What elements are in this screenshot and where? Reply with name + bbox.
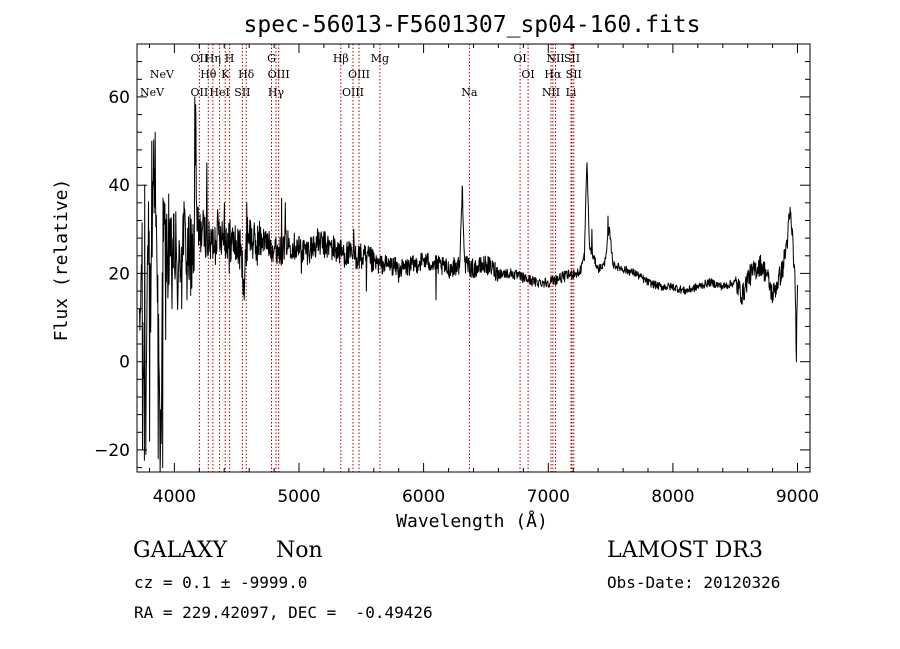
object-subclass: Non [276, 538, 323, 563]
line-label: OIII [348, 68, 370, 81]
line-label: OIII [342, 86, 364, 99]
line-label: OIII [268, 68, 290, 81]
line-label: G [267, 52, 276, 65]
line-label: Hδ [238, 68, 255, 81]
x-axis-label: Wavelength (Å) [396, 510, 548, 532]
survey-name: LAMOST DR3 [607, 538, 763, 563]
line-label: Hβ [333, 52, 349, 65]
line-label: OII [191, 52, 209, 65]
line-label: Na [461, 86, 478, 99]
x-tick-label: 8000 [651, 487, 694, 507]
line-label: SII [234, 86, 250, 99]
x-tick-label: 4000 [153, 487, 196, 507]
redshift-line: cz = 0.1 ± -9999.0 [134, 573, 308, 592]
axis-tick-labels: 4000 5000 6000 7000 8000 9000 −20 0 20 40 60 [94, 88, 819, 507]
line-label: NII [546, 52, 564, 65]
line-label: SII [564, 52, 580, 65]
line-label: OII [191, 86, 209, 99]
y-tick-label: −20 [94, 441, 130, 461]
y-tick-label: 20 [108, 264, 130, 284]
line-label: K [221, 68, 230, 81]
chart-title: spec-56013-F5601307_sp04-160.fits [244, 12, 701, 38]
y-tick-label: 40 [108, 176, 130, 196]
line-label: Hα [544, 68, 562, 81]
spectrum-series [139, 96, 798, 473]
line-label: HeI [209, 86, 229, 99]
line-label: Li [566, 86, 577, 99]
x-tick-label: 6000 [402, 487, 445, 507]
y-tick-label: 60 [108, 88, 130, 108]
line-label: OI [521, 68, 534, 81]
y-tick-label: 0 [119, 353, 130, 373]
x-tick-label: 7000 [527, 487, 570, 507]
line-label: NeV [150, 68, 175, 81]
y-axis-label: Flux (relative) [51, 179, 72, 342]
x-tick-label: 5000 [277, 487, 320, 507]
line-label: SII [566, 68, 582, 81]
spectrum-line [139, 96, 798, 473]
line-label: NII [542, 86, 560, 99]
line-label: OI [513, 52, 526, 65]
object-class: GALAXY [133, 538, 228, 563]
line-label: Mg [371, 52, 389, 65]
axis-ticks [137, 43, 810, 472]
line-label: Hθ [200, 68, 217, 81]
ra-dec-line: RA = 229.42097, DEC = -0.49426 [134, 603, 433, 622]
line-label: Hη [205, 52, 221, 65]
line-label: Hγ [268, 86, 285, 99]
x-tick-label: 9000 [776, 487, 819, 507]
obs-date: Obs-Date: 20120326 [607, 573, 781, 592]
line-label: H [225, 52, 235, 65]
line-label: NeV [140, 86, 165, 99]
